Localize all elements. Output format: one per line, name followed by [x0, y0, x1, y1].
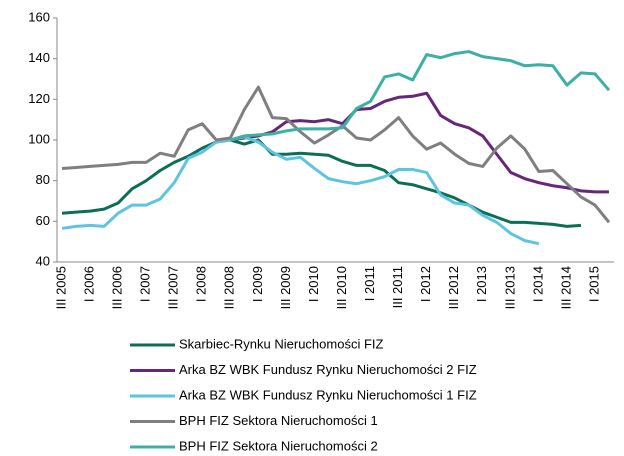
x-tick-label: I 2013: [474, 266, 489, 302]
x-tick-label: I 2015: [586, 266, 601, 302]
legend-label: BPH FIZ Sektora Nieruchomości 1: [179, 413, 378, 428]
x-tick-label: I 2014: [530, 266, 545, 302]
y-tick-label: 140: [28, 50, 50, 65]
x-tick-label: III 2005: [53, 266, 68, 309]
series-line: [229, 50, 611, 142]
x-tick-label: I 2007: [138, 266, 153, 302]
x-tick-label: I 2008: [194, 266, 209, 302]
x-tick-label: III 2009: [278, 266, 293, 309]
x-tick-label: I 2012: [418, 266, 433, 302]
series-line: [61, 138, 582, 228]
x-tick-label: III 2008: [222, 266, 237, 309]
x-tick-label: I 2009: [250, 266, 265, 302]
series-line: [61, 135, 540, 246]
x-tick-label: III 2006: [110, 266, 125, 309]
x-tick-label: III 2011: [390, 266, 405, 308]
series-line: [61, 85, 611, 224]
legend-label: Arka BZ WBK Fundusz Rynku Nieruchomości …: [179, 362, 477, 377]
x-tick-label: III 2014: [558, 266, 573, 309]
x-tick-label: III 2010: [334, 266, 349, 309]
x-tick-label: III 2013: [502, 266, 517, 309]
x-tick-label: III 2012: [446, 266, 461, 309]
x-tick-label: I 2010: [306, 266, 321, 302]
y-tick-label: 160: [28, 9, 50, 24]
y-tick-label: 80: [36, 172, 50, 187]
legend-label: Arka BZ WBK Fundusz Rynku Nieruchomości …: [179, 387, 477, 402]
x-tick-label: I 2011: [362, 266, 377, 301]
legend-label: Skarbiec-Rynku Nieruchomości FIZ: [179, 336, 384, 351]
x-tick-label: I 2006: [81, 266, 96, 302]
y-tick-label: 60: [36, 213, 50, 228]
x-tick-label: III 2007: [166, 266, 181, 309]
y-tick-label: 120: [28, 91, 50, 106]
y-tick-label: 40: [36, 253, 50, 268]
legend-label: BPH FIZ Sektora Nieruchomości 2: [179, 438, 378, 453]
series-line: [230, 91, 609, 194]
y-tick-label: 100: [28, 131, 50, 146]
